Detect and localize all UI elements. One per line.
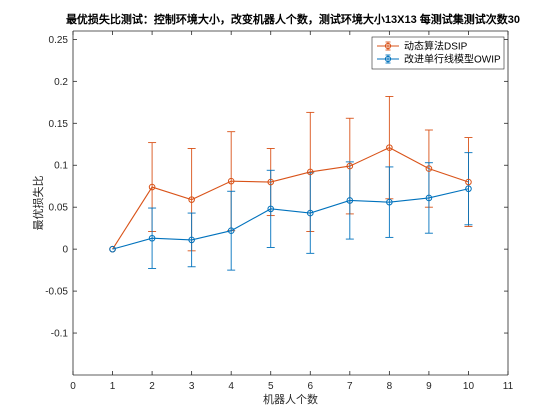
data-point <box>306 209 314 217</box>
axes-layer <box>72 30 509 376</box>
x-tick-label: 9 <box>426 381 432 392</box>
data-point <box>267 178 275 186</box>
data-point <box>188 236 195 244</box>
series-line-1 <box>112 147 469 250</box>
data-point <box>227 177 235 185</box>
data-point <box>425 194 433 202</box>
x-tick-label: 4 <box>228 381 234 392</box>
x-axis-label: 机器人个数 <box>263 392 318 406</box>
x-tick-label: 8 <box>387 381 393 392</box>
y-axis-label: 最优损失比 <box>31 176 45 231</box>
legend-label: 改进单行线模型OWIP <box>404 53 501 66</box>
legend-label: 动态算法DSIP <box>404 40 468 53</box>
x-tick-label: 7 <box>347 381 353 392</box>
y-tick-label: 0.15 <box>49 119 69 130</box>
x-tick-label: 6 <box>307 381 313 392</box>
y-tick-label: -0.1 <box>51 329 69 340</box>
series-line-2 <box>112 188 469 250</box>
x-tick-label: 3 <box>189 381 195 392</box>
x-tick-label: 0 <box>70 381 76 392</box>
legend-marker <box>384 42 392 50</box>
data-point <box>386 144 393 151</box>
data-point <box>148 234 156 242</box>
y-tick-label: 0.2 <box>54 77 68 88</box>
data-point <box>425 165 433 172</box>
data-point <box>465 178 472 186</box>
x-tick-label: 10 <box>463 381 475 392</box>
y-tick-label: 0.25 <box>49 35 69 46</box>
data-point <box>148 183 156 191</box>
data-point <box>465 185 472 193</box>
data-point <box>386 198 393 206</box>
legend-box <box>371 36 505 70</box>
data-point <box>346 162 354 170</box>
y-tick-label: 0.05 <box>49 203 69 214</box>
data-point <box>227 227 235 234</box>
data-point <box>306 168 314 176</box>
data-point <box>188 196 195 203</box>
data-point <box>346 197 354 204</box>
y-tick-label: 0 <box>62 245 68 256</box>
x-tick-label: 5 <box>268 381 274 392</box>
x-tick-label: 2 <box>149 381 155 392</box>
data-point <box>267 205 275 213</box>
ticks-layer: 0 1 2 3 4 5 6 7 8 9 10 11 -0.1 -0.05 0 0.05 0.1 0.15 0.2 0.… <box>45 31 514 392</box>
plot-area <box>73 31 508 375</box>
data-point <box>109 245 116 253</box>
series-layer <box>109 144 472 253</box>
y-tick-label: 0.1 <box>54 161 68 172</box>
y-tick-label: -0.05 <box>45 287 68 298</box>
x-tick-label: 1 <box>110 381 116 392</box>
x-tick-label: 11 <box>503 381 514 392</box>
chart-title: 最优损失比测试：控制环境大小，改变机器人个数，测试环境大小13X13 每测试集测… <box>66 12 520 26</box>
legend-marker <box>384 55 392 63</box>
